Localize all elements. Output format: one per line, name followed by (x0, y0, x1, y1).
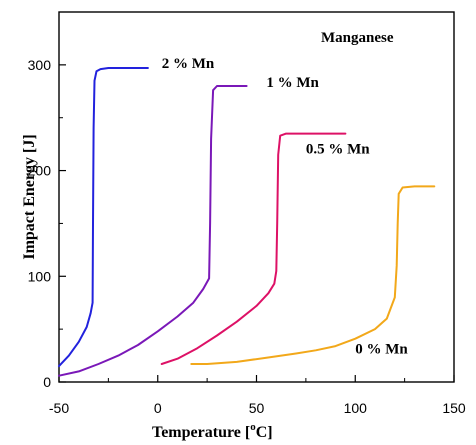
series-label: 0 % Mn (355, 341, 408, 357)
series-label: 1 % Mn (266, 75, 319, 91)
y-tick-label: 100 (28, 268, 52, 284)
x-axis-title: Temperature [oC] (152, 421, 273, 441)
series-label: 0.5 % Mn (306, 142, 370, 158)
series-labels: 2 % Mn 1 % Mn 0.5 % Mn 0 % Mn (162, 56, 409, 357)
series-line (190, 185, 436, 365)
annotation-manganese: Manganese (321, 30, 394, 46)
series-line (160, 132, 347, 365)
x-tick-label: 150 (442, 400, 466, 416)
x-tick-label: 100 (344, 400, 368, 416)
series-line (58, 67, 149, 368)
x-tick-label: 50 (249, 400, 265, 416)
y-tick-label: 0 (43, 374, 51, 390)
series-label: 2 % Mn (162, 56, 215, 72)
x-tick-label: 0 (154, 400, 162, 416)
axis-ticks: -50 0 50 100 150 0 100 200 300 (28, 57, 466, 416)
series-group (58, 67, 436, 377)
y-tick-label: 200 (28, 163, 52, 179)
y-axis-title: Impact Energy [J] (21, 134, 38, 259)
y-tick-label: 300 (28, 57, 52, 73)
series-line (58, 85, 248, 377)
x-tick-label: -50 (49, 400, 69, 416)
